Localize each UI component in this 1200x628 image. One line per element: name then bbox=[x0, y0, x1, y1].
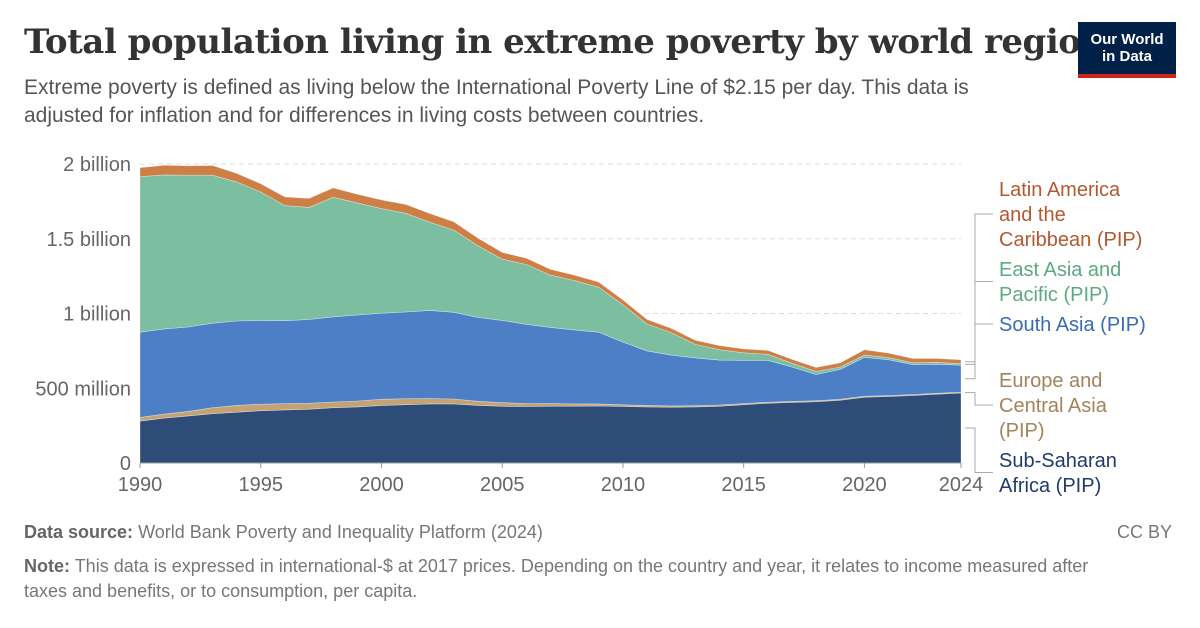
legend-label[interactable]: Europe and Central Asia (PIP) bbox=[999, 370, 1108, 442]
y-tick-label: 500 million bbox=[35, 378, 131, 400]
chart-subtitle: Extreme poverty is defined as living bel… bbox=[24, 76, 969, 127]
note-label: Note: bbox=[24, 556, 70, 576]
license[interactable]: CC BY bbox=[1116, 522, 1172, 542]
note-text: This data is expressed in international-… bbox=[24, 556, 1089, 601]
x-tick-label: 2015 bbox=[721, 474, 766, 496]
legend-label[interactable]: Sub-Saharan Africa (PIP) bbox=[999, 450, 1117, 497]
owid-logo-text: Our World in Data bbox=[1090, 31, 1164, 65]
y-tick-label: 1 billion bbox=[63, 304, 131, 326]
data-source-label: Data source: bbox=[24, 522, 134, 542]
x-tick-label: 1990 bbox=[118, 474, 163, 496]
data-source-text: World Bank Poverty and Inequality Platfo… bbox=[138, 522, 543, 542]
legend-connector bbox=[965, 213, 993, 363]
x-tick-label: 2010 bbox=[601, 474, 646, 496]
chart-title: Total population living in extreme pover… bbox=[24, 22, 1105, 62]
y-tick-label: 2 billion bbox=[63, 154, 131, 176]
legend-label[interactable]: East Asia and Pacific (PIP) bbox=[999, 259, 1121, 306]
x-tick-label: 2020 bbox=[842, 474, 887, 496]
x-tick-label: 2024 bbox=[939, 474, 984, 496]
x-tick-label: 2005 bbox=[480, 474, 525, 496]
chart-note: Note: This data is expressed in internat… bbox=[24, 554, 1134, 604]
y-tick-label: 0 bbox=[120, 453, 131, 475]
x-tick-label: 2000 bbox=[359, 474, 404, 496]
legend-label[interactable]: Latin America and the Caribbean (PIP) bbox=[999, 179, 1142, 251]
legend-connector bbox=[965, 281, 993, 365]
legend-connector bbox=[965, 427, 993, 473]
owid-logo[interactable]: Our World in Data bbox=[1078, 22, 1176, 78]
legend-connector bbox=[965, 323, 993, 380]
data-source: Data source: World Bank Poverty and Ineq… bbox=[24, 522, 543, 543]
legend-connector bbox=[965, 392, 993, 406]
legend-label[interactable]: South Asia (PIP) bbox=[999, 314, 1146, 336]
x-tick-label: 1995 bbox=[238, 474, 283, 496]
area-latin-america-and-the-caribbean-pip[interactable] bbox=[139, 164, 962, 372]
y-tick-label: 1.5 billion bbox=[46, 229, 131, 251]
